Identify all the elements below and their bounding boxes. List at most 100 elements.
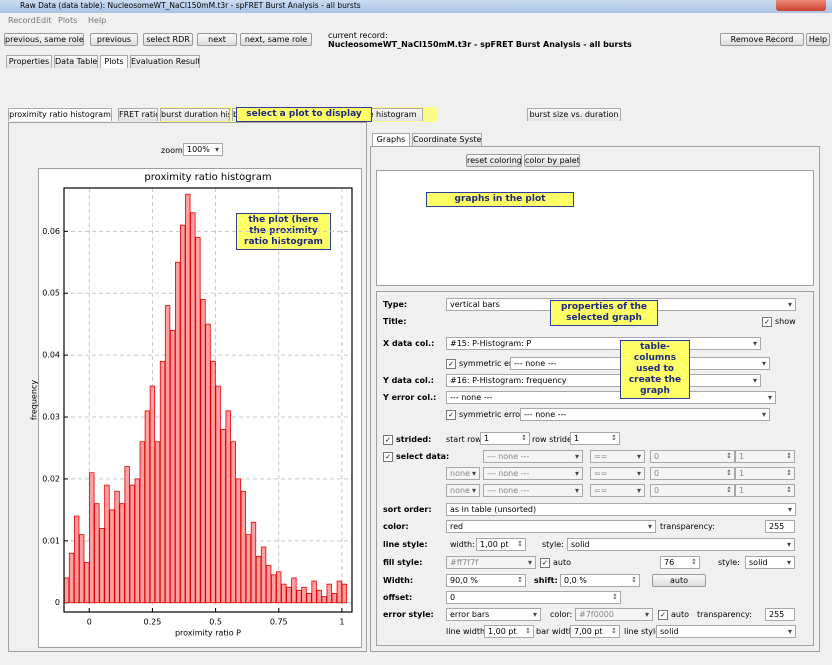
histogram-bar (326, 583, 332, 604)
histogram-bar (185, 193, 191, 604)
property-lw[interactable]: 1,00 pt (484, 625, 534, 638)
select-data-field[interactable]: == (590, 467, 645, 480)
zoom-combo[interactable]: 100% (183, 143, 223, 156)
x-tick-label: 1 (339, 618, 344, 627)
plot-tab[interactable]: burst duration histogram (160, 108, 230, 121)
graphs-tab[interactable]: Graphs (372, 133, 410, 146)
histogram-bar (68, 552, 75, 604)
window-buttons[interactable] (776, 0, 826, 11)
toolbar-button[interactable]: select RDR (143, 33, 193, 46)
property-bar-width-label: Width: (383, 576, 414, 585)
main-tab[interactable]: Data Table (54, 55, 98, 68)
property-line-style[interactable]: solid (567, 538, 795, 551)
property-line-width[interactable]: 1,00 pt (476, 538, 526, 551)
select-data-field[interactable]: --- none --- (483, 450, 583, 463)
toolbar-button[interactable]: next, same role (240, 33, 312, 46)
select-data-field[interactable]: 0 (650, 467, 735, 480)
property-error[interactable]: error bars (446, 608, 541, 621)
reset-coloring-button[interactable]: reset coloring (466, 154, 522, 167)
plot-tab[interactable]: burst size vs. duration (527, 108, 621, 121)
histogram-bar (276, 571, 282, 604)
histogram-bar (250, 521, 257, 604)
histogram-bar (180, 224, 186, 604)
histogram-bar (134, 478, 140, 604)
histogram-bar (286, 586, 292, 604)
histogram-bar (149, 385, 156, 604)
menu-item: Plots (58, 16, 78, 25)
remove-button[interactable]: Remove Record (720, 33, 804, 46)
histogram-bar (79, 534, 85, 604)
property-error-transparency[interactable]: 255 (765, 608, 795, 621)
property-shift[interactable]: 0,0 % (560, 574, 640, 587)
property-error-color[interactable]: #7f0000 (575, 608, 653, 621)
histogram-bar (164, 305, 171, 604)
main-tab[interactable]: Evaluation Results (130, 55, 200, 68)
property-y-err2[interactable]: --- none --- (520, 408, 770, 421)
coordinate-tab[interactable]: Coordinate System (412, 133, 482, 146)
select-data-field[interactable]: 1 (735, 484, 795, 497)
property-transparency[interactable]: 255 (765, 520, 795, 533)
select-data-field[interactable]: none (446, 484, 480, 497)
select-data-field[interactable]: 0 (650, 484, 735, 497)
property-ls[interactable]: solid (656, 625, 796, 638)
property-select-label[interactable]: select data: (383, 450, 449, 463)
property-show[interactable]: show (762, 315, 796, 328)
plot-tab[interactable]: FRET ratio histogram (118, 108, 158, 121)
x-tick-label: 0.25 (144, 618, 162, 627)
x-tick-label: 0 (87, 618, 92, 627)
property-transparency-label: transparency: (660, 522, 715, 531)
main-tab[interactable]: Properties (6, 55, 52, 68)
property-sort[interactable]: as in table (unsorted) (446, 503, 796, 516)
histogram-bar (94, 503, 100, 604)
histogram-bar (159, 360, 166, 604)
help-button[interactable]: Help (806, 33, 830, 46)
menu-item: Record (8, 16, 36, 25)
property-fill-style[interactable]: solid (745, 556, 795, 569)
property-fill-label: fill style: (383, 558, 423, 567)
histogram-bar (296, 589, 302, 604)
property-fill-color[interactable]: #ff7f7f (446, 556, 536, 569)
select-data-field[interactable]: none (446, 467, 480, 480)
y-tick-label: 0.04 (42, 351, 60, 360)
select-data-field[interactable]: 1 (735, 467, 795, 480)
y-tick-label: 0.01 (42, 536, 60, 545)
graph-list[interactable] (376, 170, 814, 286)
property-bw[interactable]: 7,00 pt (570, 625, 620, 638)
toolbar-button[interactable]: next (197, 33, 237, 46)
histogram-bar (255, 555, 262, 604)
y-tick-label: 0.02 (42, 474, 60, 483)
select-data-field[interactable]: --- none --- (483, 467, 583, 480)
property-offset-label: offset: (383, 593, 413, 602)
select-data-field[interactable]: == (590, 484, 645, 497)
property-fill-value[interactable]: 76 (660, 556, 700, 569)
property-offset[interactable]: 0 (446, 591, 621, 604)
select-data-field[interactable]: 1 (735, 450, 795, 463)
toolbar-button[interactable]: previous (90, 33, 138, 46)
plot-tab[interactable]: proximity ratio histogram (8, 108, 112, 121)
property-sym2[interactable]: symmetric errors (446, 408, 528, 421)
select-data-field[interactable]: == (590, 450, 645, 463)
histogram-bar (331, 593, 337, 604)
x-axis-label: proximity ratio P (175, 629, 241, 638)
select-data-field[interactable]: --- none --- (483, 484, 583, 497)
window-title: Raw Data (data table): NucleosomeWT_NaCl… (20, 1, 361, 10)
main-tab[interactable]: Plots (100, 55, 128, 68)
property-y-label: Y data col.: (383, 376, 434, 385)
property-strided-label[interactable]: strided: (383, 433, 431, 446)
property-fill-auto[interactable]: auto (540, 556, 571, 569)
property-row-stride[interactable]: 1 (570, 432, 620, 445)
property-y-err[interactable]: --- none --- (446, 391, 776, 404)
histogram-bar (281, 583, 287, 604)
property-start-row[interactable]: 1 (480, 432, 530, 445)
palette-button[interactable]: color by palette (524, 154, 580, 167)
property-auto[interactable]: auto (652, 574, 706, 587)
property-bar-width[interactable]: 90,0 % (446, 574, 526, 587)
histogram-bar (341, 583, 348, 604)
properties-annotation: properties of the selected graph (550, 300, 658, 326)
x-tick-label: 0.5 (209, 618, 222, 627)
toolbar-button[interactable]: previous, same role (4, 33, 84, 46)
histogram-bar (220, 429, 226, 604)
property-color[interactable]: red (446, 520, 656, 533)
property-sym1[interactable]: symmetric errors (446, 357, 528, 370)
property-error-auto[interactable]: auto (658, 608, 689, 621)
